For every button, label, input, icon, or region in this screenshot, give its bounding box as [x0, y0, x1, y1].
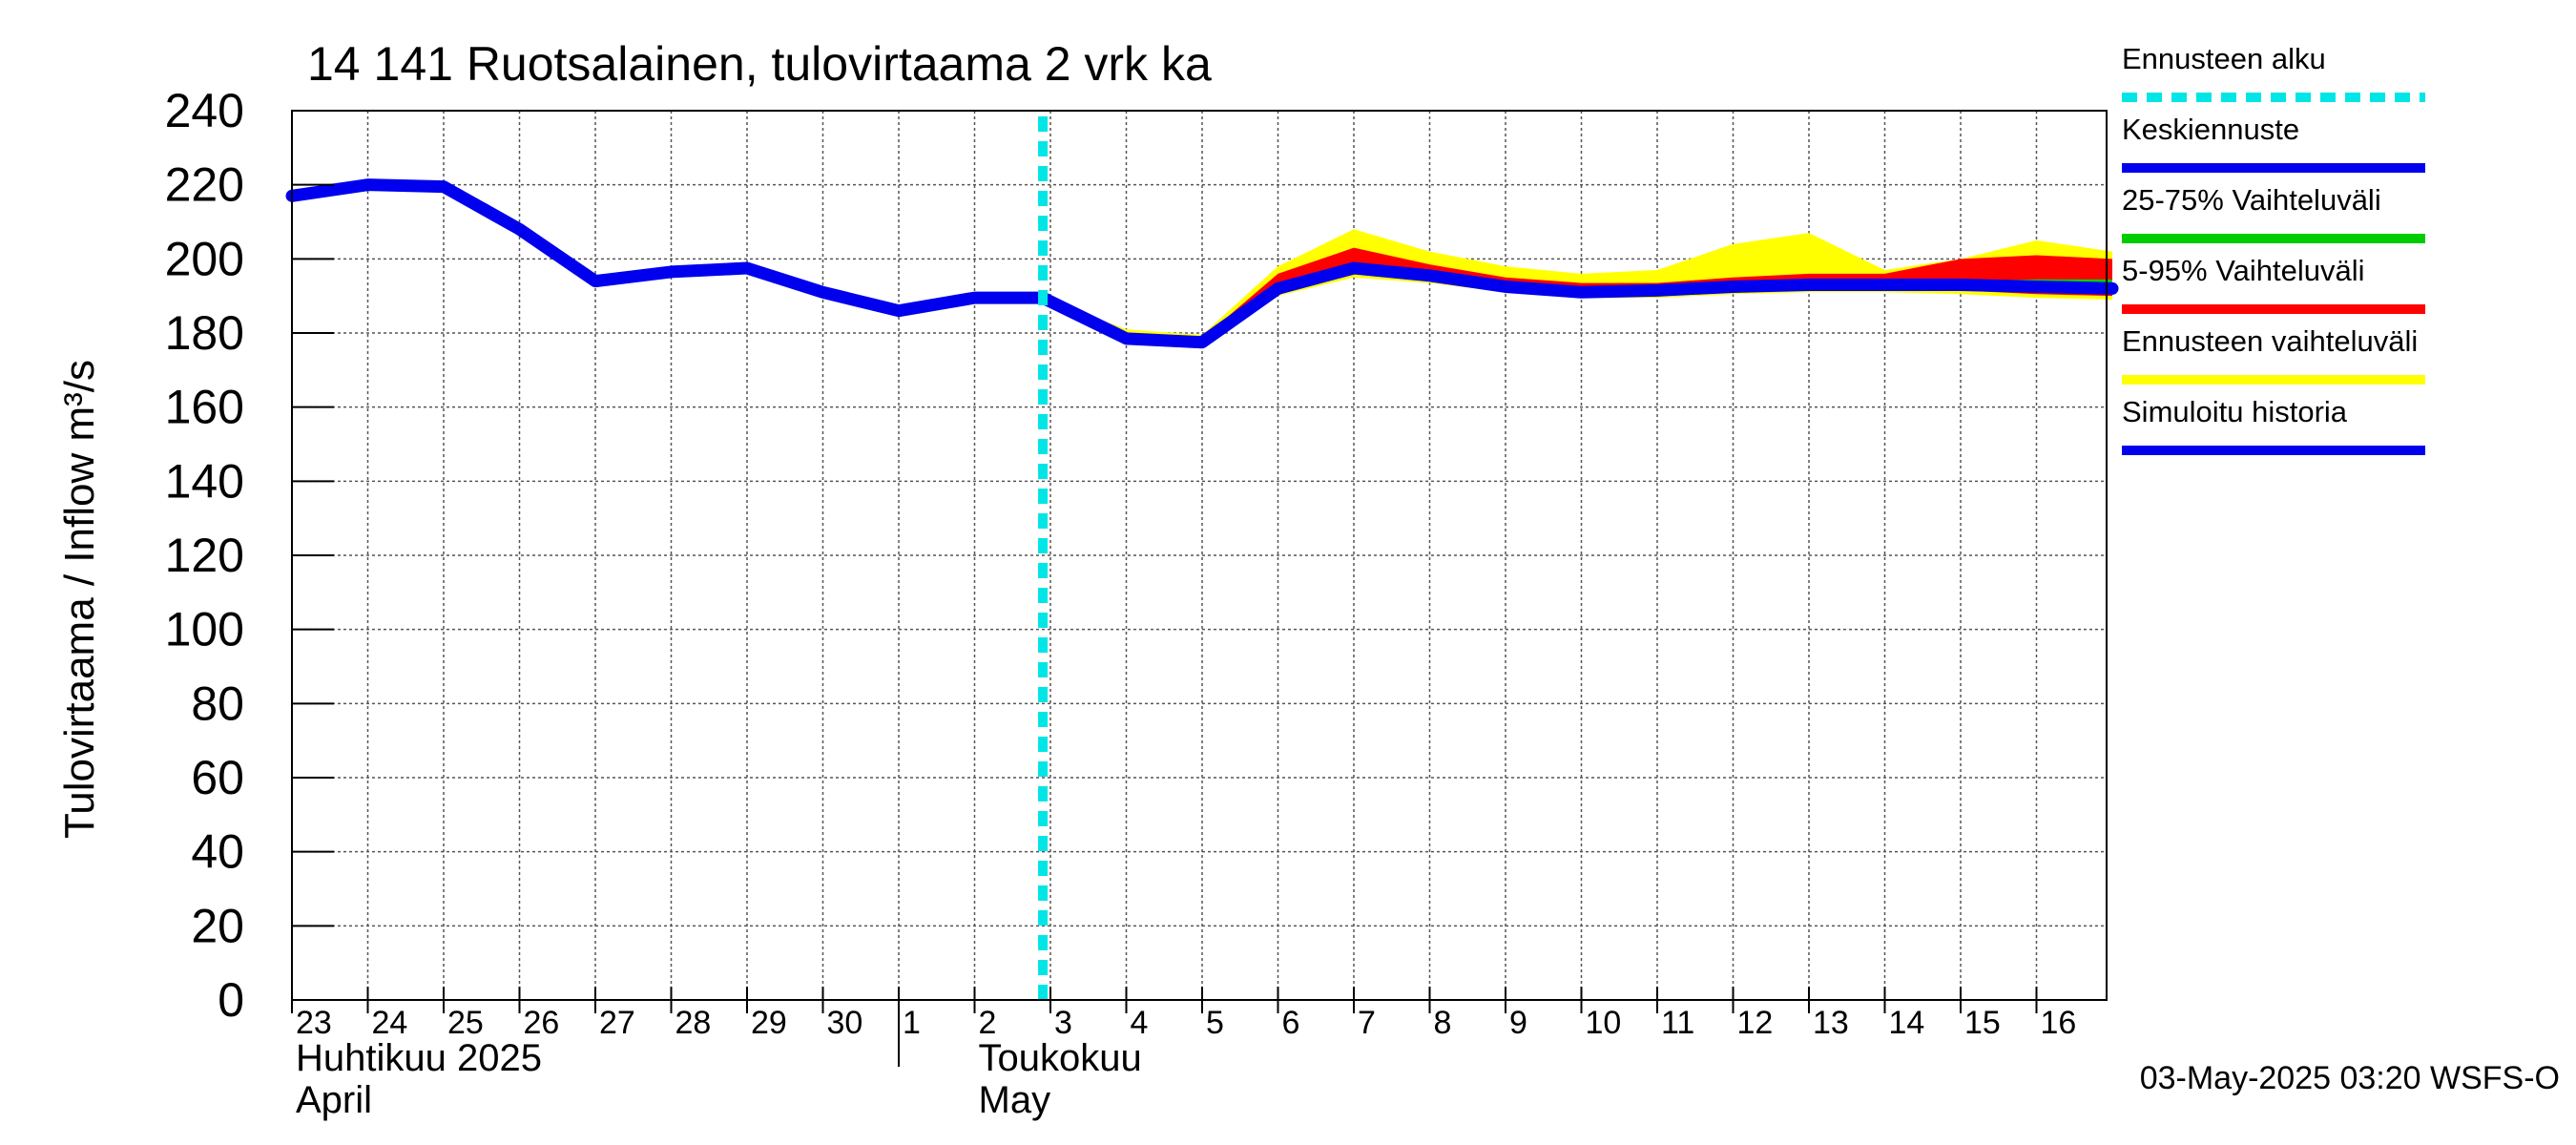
x-tick-label: 13	[1813, 1005, 1849, 1041]
x-tick-label: 12	[1737, 1005, 1774, 1041]
legend: Ennusteen alku Keskiennuste 25-75% Vaihtel…	[2122, 42, 2425, 455]
month-label-fi: Huhtikuu 2025	[296, 1037, 542, 1079]
y-axis: 0 20 40 60 80 100 120 140 160 180 200 220 240	[165, 84, 334, 1027]
legend-label: Keskiennuste	[2122, 113, 2299, 146]
x-tick-label: 25	[447, 1005, 484, 1041]
x-tick-label: 29	[751, 1005, 787, 1041]
x-tick-label: 10	[1586, 1005, 1622, 1041]
y-tick-label: 0	[218, 973, 244, 1027]
x-tick-label: 26	[524, 1005, 560, 1041]
y-tick-label: 200	[165, 232, 244, 285]
month-label-fi: Toukokuu	[979, 1037, 1142, 1079]
y-tick-label: 100	[165, 603, 244, 656]
x-tick-label: 3	[1054, 1005, 1072, 1041]
month-label-en: April	[296, 1079, 372, 1121]
series-line	[1036, 261, 2119, 349]
chart-title: 14 141 Ruotsalainen, tulovirtaama 2 vrk …	[307, 37, 1212, 91]
x-tick-label: 9	[1509, 1005, 1527, 1041]
y-tick-label: 240	[165, 84, 244, 137]
y-tick-label: 160	[165, 381, 244, 434]
y-tick-label: 180	[165, 306, 244, 360]
grid-lines	[292, 111, 2107, 1000]
legend-label: 25-75% Vaihteluväli	[2122, 183, 2381, 217]
x-tick-label: 30	[827, 1005, 863, 1041]
x-tick-label: 8	[1434, 1005, 1452, 1041]
y-tick-label: 220	[165, 158, 244, 212]
x-tick-label: 15	[1964, 1005, 2001, 1041]
x-tick-label: 4	[1131, 1005, 1149, 1041]
y-axis-label: Tulovirtaama / Inflow m³/s	[56, 360, 103, 839]
legend-label: Ennusteen vaihteluväli	[2122, 324, 2418, 358]
legend-label: Ennusteen alku	[2122, 42, 2326, 75]
y-tick-label: 80	[191, 677, 244, 730]
month-label-en: May	[979, 1079, 1051, 1121]
x-tick-label: 16	[2041, 1005, 2077, 1041]
x-tick-label: 6	[1282, 1005, 1300, 1041]
band-5-95% Vaihteluväli	[1043, 247, 2112, 344]
x-tick-label: 24	[372, 1005, 408, 1041]
y-tick-label: 20	[191, 899, 244, 952]
legend-label: Simuloitu historia	[2122, 395, 2348, 428]
x-tick-label: 7	[1358, 1005, 1376, 1041]
y-tick-label: 140	[165, 454, 244, 508]
x-tick-label: 11	[1661, 1005, 1694, 1041]
y-tick-label: 60	[191, 751, 244, 804]
footer-timestamp: 03-May-2025 03:20 WSFS-O	[2140, 1060, 2560, 1096]
x-tick-label: 14	[1889, 1005, 1925, 1041]
x-tick-label: 28	[675, 1005, 712, 1041]
x-tick-label: 27	[599, 1005, 635, 1041]
series-line	[285, 178, 1049, 318]
x-axis: 23 24 25 26 27 28 29 30 1 2 3 4 5 6 7 8 9 10 11 12 13 14 15 16H…	[291, 987, 2077, 1121]
y-tick-label: 40	[191, 825, 244, 879]
series-lines	[285, 178, 2119, 349]
x-tick-label: 5	[1206, 1005, 1224, 1041]
x-tick-label: 2	[979, 1005, 997, 1041]
y-tick-label: 120	[165, 529, 244, 582]
x-tick-label: 1	[903, 1005, 921, 1041]
x-tick-label: 23	[296, 1005, 332, 1041]
legend-label: 5-95% Vaihteluväli	[2122, 254, 2364, 287]
